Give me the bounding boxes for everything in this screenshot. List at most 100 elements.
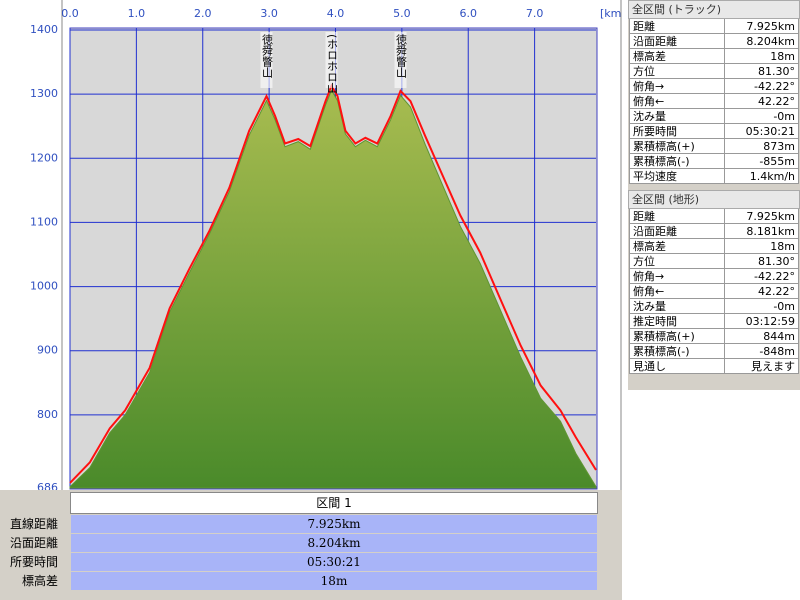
- row-value: 81.30°: [725, 64, 799, 79]
- row-label: 所要時間: [9, 555, 58, 569]
- x-tick-label: 6.0: [459, 7, 477, 20]
- x-tick-label: 7.0: [526, 7, 544, 20]
- y-tick-label: 1200: [30, 151, 58, 164]
- row-value: 8.204km: [725, 34, 799, 49]
- row-value: 8.204km: [71, 534, 597, 552]
- row-value: 42.22°: [725, 284, 799, 299]
- x-unit: [km]: [600, 7, 622, 20]
- x-tick-label: 2.0: [194, 7, 212, 20]
- info-row: 沈み量 -0m: [629, 109, 799, 124]
- row-value: 7.925km: [725, 19, 799, 34]
- info-row: 標高差 18m: [629, 239, 799, 254]
- row-value: 見えます: [725, 359, 799, 374]
- row-label: 累積標高(+): [629, 329, 725, 344]
- track-panel: 全区間 (トラック) 距離 7.925km 沿面距離 8.204km 標高差 18m 方位 81…: [628, 0, 800, 190]
- row-value: 05:30:21: [71, 553, 597, 571]
- row-value: -848m: [725, 344, 799, 359]
- section-header: 全区間 (地形): [628, 190, 800, 209]
- row-label: 俯角→: [629, 79, 725, 94]
- row-value: -0m: [725, 299, 799, 314]
- row-label: 見通し: [629, 359, 725, 374]
- row-value: 42.22°: [725, 94, 799, 109]
- peak-label-bg: [325, 32, 338, 88]
- info-row: 俯角← 42.22°: [629, 284, 799, 299]
- row-value: 844m: [725, 329, 799, 344]
- peak-label: 徳舜瞥山: [260, 34, 273, 78]
- row-label: 標高差: [21, 574, 58, 588]
- row-label: 沈み量: [629, 109, 725, 124]
- row-value: 873m: [725, 139, 799, 154]
- row-value: 05:30:21: [725, 124, 799, 139]
- row-label: 累積標高(-): [629, 344, 725, 359]
- section-header: 区間 1: [70, 492, 598, 514]
- x-tick-label: 3.0: [260, 7, 278, 20]
- row-label: 推定時間: [629, 314, 725, 329]
- info-row: 標高差 18m: [629, 49, 799, 64]
- info-row: 推定時間 03:12:59: [629, 314, 799, 329]
- row-label: 俯角→: [629, 269, 725, 284]
- terrain-area: [69, 89, 597, 489]
- row-value: 7.925km: [71, 515, 597, 533]
- info-row: 距離 7.925km: [629, 19, 799, 34]
- y-tick-label: 800: [37, 408, 58, 421]
- y-tick-label: 1100: [30, 215, 58, 228]
- track-line: [69, 83, 597, 484]
- row-label: 距離: [629, 19, 725, 34]
- row-label: 所要時間: [629, 124, 725, 139]
- row-value: 03:12:59: [725, 314, 799, 329]
- row-value: -42.22°: [725, 79, 799, 94]
- y-tick-label: 1400: [30, 23, 58, 36]
- y-tick-label: 1000: [30, 280, 58, 293]
- row-label: 標高差: [629, 49, 725, 64]
- terrain-panel: 全区間 (地形) 距離 7.925km 沿面距離 8.181km 標高差 18m 方位 81.3…: [628, 190, 800, 390]
- info-row: 沿面距離 8.181km: [629, 224, 799, 239]
- info-row: 累積標高(-) -848m: [629, 344, 799, 359]
- row-value: 81.30°: [725, 254, 799, 269]
- y-tick-label: 686: [37, 481, 58, 490]
- info-row: 沈み量 -0m: [629, 299, 799, 314]
- info-row: 俯角→ -42.22°: [629, 269, 799, 284]
- row-value: 18m: [725, 239, 799, 254]
- info-row: 俯角→ -42.22°: [629, 79, 799, 94]
- row-label: 沈み量: [629, 299, 725, 314]
- y-tick-label: 900: [37, 344, 58, 357]
- x-tick-label: 0.0: [61, 7, 79, 20]
- peak-label-bg: [260, 32, 273, 88]
- peak-label: (ホロホロ山: [326, 34, 339, 93]
- info-row: 見通し 見えます: [629, 359, 799, 374]
- row-label: 沿面距離: [9, 536, 58, 550]
- row-value: -0m: [725, 109, 799, 124]
- row-value: 18m: [725, 49, 799, 64]
- row-label: 距離: [629, 209, 725, 224]
- y-tick-label: 1300: [30, 87, 58, 100]
- info-row: 距離 7.925km: [629, 209, 799, 224]
- row-label: 俯角←: [629, 94, 725, 109]
- info-row: 平均速度 1.4km/h: [629, 169, 799, 184]
- row-label: 累積標高(-): [629, 154, 725, 169]
- row-label: 沿面距離: [629, 34, 725, 49]
- row-label: 方位: [629, 64, 725, 79]
- info-row: 累積標高(+) 844m: [629, 329, 799, 344]
- row-value: -42.22°: [725, 269, 799, 284]
- x-tick-label: 5.0: [393, 7, 411, 20]
- row-value: -855m: [725, 154, 799, 169]
- info-row: 方位 81.30°: [629, 254, 799, 269]
- row-label: 標高差: [629, 239, 725, 254]
- section-header: 全区間 (トラック): [628, 0, 800, 19]
- row-label: 平均速度: [629, 169, 725, 184]
- peak-label-bg: [394, 32, 407, 88]
- x-tick-label: 1.0: [128, 7, 146, 20]
- row-label: 直線距離: [9, 517, 58, 531]
- info-row: 俯角← 42.22°: [629, 94, 799, 109]
- x-tick-label: 4.0: [327, 7, 345, 20]
- row-label: 沿面距離: [629, 224, 725, 239]
- bottom-panel: 区間 1 直線距離 7.925km 沿面距離 8.204km 所要時間 05:30:21 標高…: [0, 490, 622, 600]
- peak-label: 徳舜瞥山: [395, 34, 408, 78]
- info-row: 沿面距離 8.204km: [629, 34, 799, 49]
- info-row: 方位 81.30°: [629, 64, 799, 79]
- row-label: 累積標高(+): [629, 139, 725, 154]
- info-row: 累積標高(-) -855m: [629, 154, 799, 169]
- info-row: 累積標高(+) 873m: [629, 139, 799, 154]
